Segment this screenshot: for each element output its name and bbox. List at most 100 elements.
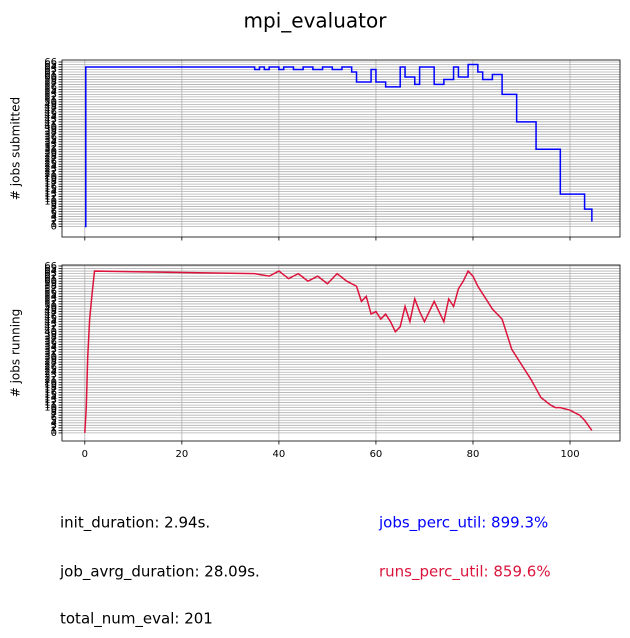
y-tick-label: 39 xyxy=(44,124,57,135)
y-tick-label: 47 xyxy=(44,309,57,320)
y-tick-label: 17 xyxy=(44,385,57,396)
y-tick-label: 0 xyxy=(51,428,57,439)
y-tick-label: 24 xyxy=(44,162,57,173)
y-tick-label: 6 xyxy=(51,413,57,424)
y-tick-label: 12 xyxy=(44,398,57,409)
y-tick-label: 25 xyxy=(44,365,57,376)
y-tick-label: 66 xyxy=(44,261,57,272)
y-tick-label: 43 xyxy=(44,114,57,125)
x-tick-label: 20 xyxy=(175,449,188,460)
y-tick-label: 34 xyxy=(44,137,57,148)
y-tick-label: 42 xyxy=(44,117,57,128)
y-tick-label: 64 xyxy=(44,62,57,73)
y-tick-label: 21 xyxy=(44,375,57,386)
annotation: runs_perc_util: 859.6% xyxy=(379,563,551,582)
y-tick-label: 48 xyxy=(44,102,57,113)
y-tick-label: 2 xyxy=(51,217,57,228)
y-tick-label: 11 xyxy=(44,400,57,411)
y-tick-label: 41 xyxy=(44,119,57,130)
y-tick-label: 7 xyxy=(51,204,57,215)
y-tick-label: 41 xyxy=(44,324,57,335)
y-tick-label: 49 xyxy=(44,99,57,110)
y-tick-label: 28 xyxy=(44,152,57,163)
y-tick-label: 31 xyxy=(44,350,57,361)
y-tick-label: 6 xyxy=(51,207,57,218)
y-tick-label: 23 xyxy=(44,370,57,381)
y-tick-label: 23 xyxy=(44,164,57,175)
y-tick-label: 54 xyxy=(44,291,57,302)
y-tick-label: 62 xyxy=(44,271,57,282)
y-tick-label: 43 xyxy=(44,319,57,330)
y-tick-label: 22 xyxy=(44,372,57,383)
y-tick-label: 56 xyxy=(44,286,57,297)
y-tick-label: 11 xyxy=(44,194,57,205)
y-tick-label: 24 xyxy=(44,367,57,378)
y-tick-label: 16 xyxy=(44,387,57,398)
x-tick-label: 80 xyxy=(467,449,480,460)
figure-title: mpi_evaluator xyxy=(244,9,388,33)
y-tick-label: 27 xyxy=(44,154,57,165)
y-tick-label: 62 xyxy=(44,67,57,78)
y-tick-label: 46 xyxy=(44,107,57,118)
y-tick-label: 4 xyxy=(51,212,57,223)
y-tick-label: 47 xyxy=(44,104,57,115)
y-tick-label: 30 xyxy=(44,352,57,363)
y-tick-label: 18 xyxy=(44,382,57,393)
y-tick-label: 3 xyxy=(51,214,57,225)
y-tick-label: 36 xyxy=(44,132,57,143)
y-tick-label: 38 xyxy=(44,332,57,343)
y-tick-label: 64 xyxy=(44,266,57,277)
x-tick-label: 100 xyxy=(560,449,579,460)
y-tick-label: 57 xyxy=(44,79,57,90)
y-tick-label: 32 xyxy=(44,142,57,153)
axes-frame xyxy=(61,264,621,442)
y-tick-label: 45 xyxy=(44,314,57,325)
y-tick-label: 1 xyxy=(51,425,57,436)
y-tick-label: 44 xyxy=(44,112,57,123)
y-tick-label: 29 xyxy=(44,149,57,160)
y-tick-label: 20 xyxy=(44,172,57,183)
annotation: jobs_perc_util: 899.3% xyxy=(378,514,548,533)
y-tick-label: 61 xyxy=(44,69,57,80)
y-tick-label: 65 xyxy=(44,264,57,275)
y-tick-label: 18 xyxy=(44,177,57,188)
y-tick-label: 10 xyxy=(44,197,57,208)
y-tick-label: 19 xyxy=(44,174,57,185)
y-tick-label: 34 xyxy=(44,342,57,353)
y-tick-label: 9 xyxy=(51,405,57,416)
y-tick-label: 42 xyxy=(44,322,57,333)
y-tick-label: 32 xyxy=(44,347,57,358)
y-tick-label: 26 xyxy=(44,157,57,168)
y-tick-label: 12 xyxy=(44,192,57,203)
y-tick-label: 15 xyxy=(44,390,57,401)
y-tick-label: 48 xyxy=(44,307,57,318)
y-tick-label: 0 xyxy=(51,222,57,233)
y-tick-label: 14 xyxy=(44,187,57,198)
x-tick-label: 60 xyxy=(370,449,383,460)
y-tick-label: 35 xyxy=(44,339,57,350)
y-tick-label: 40 xyxy=(44,327,57,338)
y-tick-label: 52 xyxy=(44,92,57,103)
y-tick-label: 63 xyxy=(44,64,57,75)
y-tick-label: 20 xyxy=(44,377,57,388)
y-tick-label: 51 xyxy=(44,94,57,105)
y-tick-label: 53 xyxy=(44,294,57,305)
y-tick-label: 51 xyxy=(44,299,57,310)
y-tick-label: 13 xyxy=(44,395,57,406)
y-tick-label: 52 xyxy=(44,296,57,307)
y-tick-label: 31 xyxy=(44,144,57,155)
y-tick-label: 46 xyxy=(44,312,57,323)
y-tick-label: 17 xyxy=(44,179,57,190)
y-tick-label: 63 xyxy=(44,269,57,280)
y-tick-label: 66 xyxy=(44,57,57,68)
y-tick-label: 8 xyxy=(51,408,57,419)
y-tick-label: 55 xyxy=(44,84,57,95)
y-tick-label: 5 xyxy=(51,415,57,426)
y-tick-label: 44 xyxy=(44,317,57,328)
y-tick-label: 58 xyxy=(44,281,57,292)
data-line xyxy=(84,269,593,433)
x-tick-label: 40 xyxy=(273,449,286,460)
y-tick-label: 59 xyxy=(44,74,57,85)
y-tick-label: 39 xyxy=(44,329,57,340)
